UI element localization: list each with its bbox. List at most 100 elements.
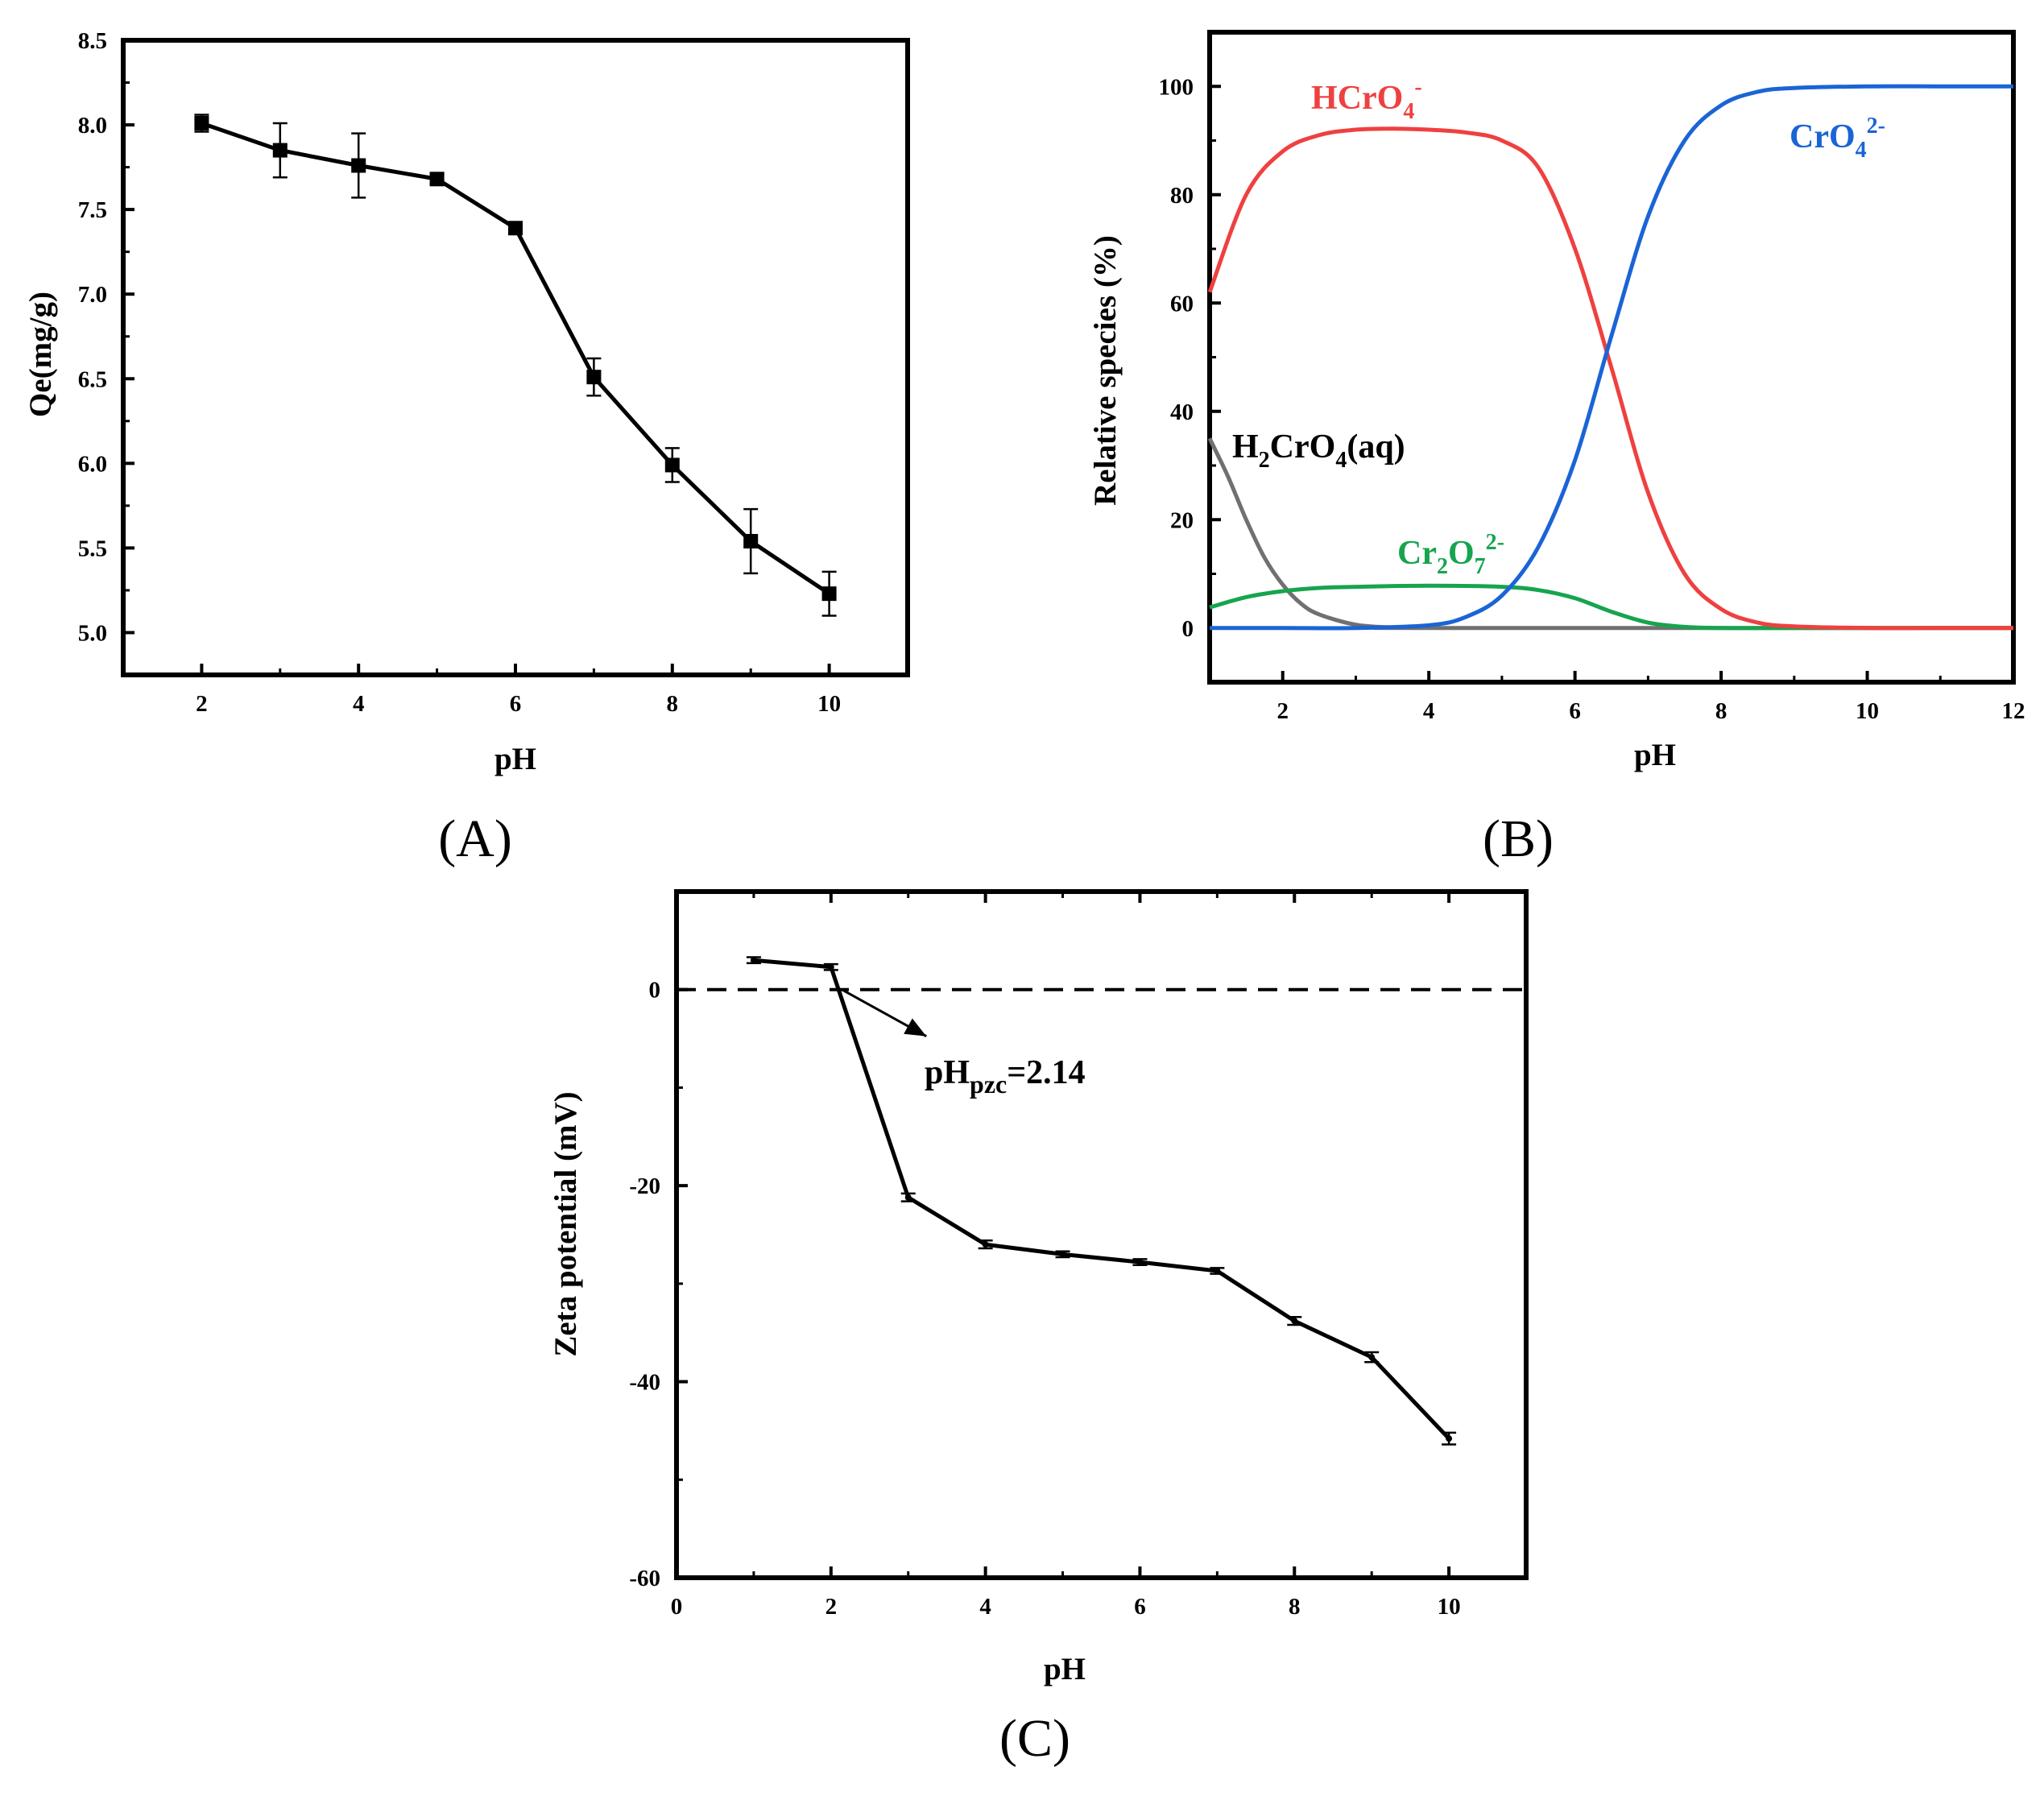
panel-c-data-point: [1214, 1268, 1221, 1275]
panel-c-x-tick-label: 2: [825, 1594, 838, 1620]
panel-a-series: [194, 114, 837, 617]
panel-a-x-tick-label: 4: [353, 691, 365, 717]
panel-c-axes: 0 2 4 6 8 10 -60 -40 -20 0: [629, 890, 1528, 1620]
panel-b-x-tick-label: 12: [2002, 698, 2025, 724]
panel-c-data-point: [1291, 1318, 1298, 1325]
panel-c-x-tick-label: 8: [1289, 1594, 1301, 1620]
panel-a-axes: 2 4 6 8 10 5.0 5.5 6.0 6.5 7.0 7.5 8.0 8.5: [78, 28, 909, 717]
panel-b-chart: 2 4 6 8 10 12 0 20 40 60 80 100 pH Relative species…: [1088, 30, 2025, 868]
panel-a-y-axis-label: Qe(mg/g): [23, 292, 58, 417]
label-cro4: CrO42-: [1790, 114, 1885, 163]
label-h2cro4-h: H: [1232, 428, 1259, 466]
label-cro4-superscript: 2-: [1867, 114, 1885, 139]
panel-b-x-tick-label: 8: [1715, 698, 1727, 724]
label-hcro4: HCrO4-: [1311, 75, 1422, 124]
panel-a-data-point: [821, 586, 837, 602]
panel-c-data-point: [1059, 1251, 1066, 1258]
panel-b-hcro4-curve: [1207, 126, 2013, 631]
label-cr2o7-o: O: [1448, 535, 1475, 572]
label-h2cro4-subscript-2: 4: [1335, 448, 1347, 473]
panel-c-data-point: [827, 963, 834, 970]
panel-b-y-tick-label: 60: [1170, 291, 1194, 317]
panel-b-x-tick-label: 2: [1276, 698, 1289, 724]
panel-c-series: [677, 956, 1526, 1446]
pzc-annotation: pHpzc=2.14: [925, 1054, 1086, 1099]
panel-a-x-tick-label: 10: [817, 691, 841, 717]
panel-b-label: (B): [1483, 809, 1554, 868]
label-hcro4-subscript: 4: [1403, 99, 1414, 124]
label-cr2o7: Cr2O72-: [1397, 530, 1504, 579]
panel-a-data-point: [194, 115, 209, 130]
panel-b-h2cro4-curve: [1207, 437, 2014, 631]
label-cro4-base: CrO: [1790, 118, 1856, 155]
panel-a-data-point: [272, 143, 288, 158]
label-cro4-subscript: 4: [1856, 138, 1867, 163]
pzc-arrow-head: [904, 1018, 927, 1037]
panel-b-x-axis-label: pH: [1634, 738, 1676, 772]
panel-c-data-point: [982, 1241, 989, 1248]
panel-a-data-point: [508, 221, 523, 236]
panel-b-y-tick-label: 40: [1170, 399, 1194, 425]
panel-a-y-tick-label: 5.5: [78, 536, 107, 561]
pzc-annotation-value: =2.14: [1007, 1054, 1085, 1091]
pzc-annotation-ph: pH: [925, 1054, 970, 1091]
pzc-annotation-subscript: pzc: [970, 1070, 1007, 1099]
panel-c-label: (C): [999, 1709, 1070, 1768]
panel-a-data-point: [586, 370, 602, 385]
label-cr2o7-subscript-2: 7: [1475, 554, 1486, 579]
panel-a-x-tick-label: 8: [667, 691, 679, 717]
panel-c-data-point: [750, 957, 757, 964]
panel-b-cro4-curve: [1209, 84, 2013, 631]
label-hcro4-superscript: -: [1414, 75, 1421, 100]
panel-c-y-tick-label: 0: [649, 978, 661, 1004]
panel-c-y-tick-label: -20: [629, 1173, 660, 1199]
label-cr2o7-superscript: 2-: [1486, 530, 1504, 555]
panel-b-y-tick-label: 80: [1170, 183, 1194, 209]
panel-b-y-axis-label: Relative species (%): [1088, 235, 1123, 506]
panel-a-label: (A): [438, 809, 512, 868]
panel-c-chart: 0 2 4 6 8 10 -60 -40 -20 0 pH Zeta potential (mV)…: [548, 889, 1529, 1768]
panel-a-y-tick-label: 6.0: [78, 451, 107, 477]
panel-c-x-tick-label: 10: [1438, 1594, 1461, 1620]
panel-c-plot-frame: [674, 889, 1529, 1580]
panel-c-data-point: [1446, 1435, 1453, 1442]
panel-a-y-tick-label: 6.5: [78, 366, 107, 392]
panel-c-data-point: [904, 1194, 912, 1201]
panel-a-x-tick-label: 6: [510, 691, 522, 717]
panel-a-data-point: [351, 158, 366, 173]
label-h2cro4-aq: (aq): [1347, 428, 1405, 466]
panel-b-y-tick-label: 0: [1182, 616, 1194, 642]
label-h2cro4-subscript-1: 2: [1259, 448, 1270, 473]
panel-c-data-point: [1368, 1354, 1376, 1361]
panel-a-y-tick-label: 7.0: [78, 282, 107, 308]
label-h2cro4: H2CrO4(aq): [1232, 428, 1405, 473]
label-cr2o7-subscript-1: 2: [1437, 554, 1448, 579]
panel-c-zeta-line: [753, 958, 1450, 1440]
panel-c-y-axis-label: Zeta potential (mV): [548, 1091, 583, 1356]
panel-a-data-point: [664, 457, 680, 473]
panel-b-y-tick-label: 20: [1170, 507, 1194, 533]
panel-a-qe-line: [201, 121, 830, 596]
panel-c-x-tick-label: 6: [1134, 1594, 1146, 1620]
panel-a-data-point: [743, 533, 759, 548]
panel-a-y-tick-label: 7.5: [78, 197, 107, 223]
label-cr2o7-cr: Cr: [1397, 535, 1437, 572]
panel-b-x-tick-label: 4: [1423, 698, 1435, 724]
panel-b-x-tick-label: 6: [1569, 698, 1581, 724]
panel-c-y-tick-label: -40: [629, 1370, 660, 1396]
panel-b-cr2o7-curve: [1209, 583, 2013, 631]
panel-b-plot-frame: [1207, 30, 2016, 685]
panel-c-y-tick-label: -60: [629, 1566, 660, 1591]
panel-a-data-point: [429, 172, 445, 187]
panel-c-x-axis-label: pH: [1044, 1652, 1086, 1686]
panel-c-x-tick-label: 4: [979, 1594, 991, 1620]
panel-b-y-tick-label: 100: [1159, 74, 1194, 100]
label-hcro4-base: HCrO: [1311, 80, 1403, 117]
panel-c-data-point: [1136, 1259, 1144, 1266]
panel-a-y-tick-label: 8.5: [78, 28, 107, 54]
panel-c-x-tick-label: 0: [671, 1594, 683, 1620]
panel-a-y-tick-label: 8.0: [78, 113, 107, 139]
panel-a-y-tick-label: 5.0: [78, 620, 107, 646]
panel-a-x-axis-label: pH: [494, 742, 536, 776]
